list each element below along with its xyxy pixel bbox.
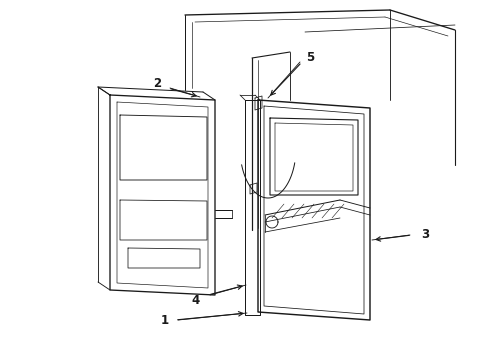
Text: 5: 5 [306,50,314,63]
Text: 2: 2 [153,77,161,90]
Text: 1: 1 [161,314,169,327]
Text: 3: 3 [421,229,429,242]
Text: 4: 4 [192,293,200,306]
